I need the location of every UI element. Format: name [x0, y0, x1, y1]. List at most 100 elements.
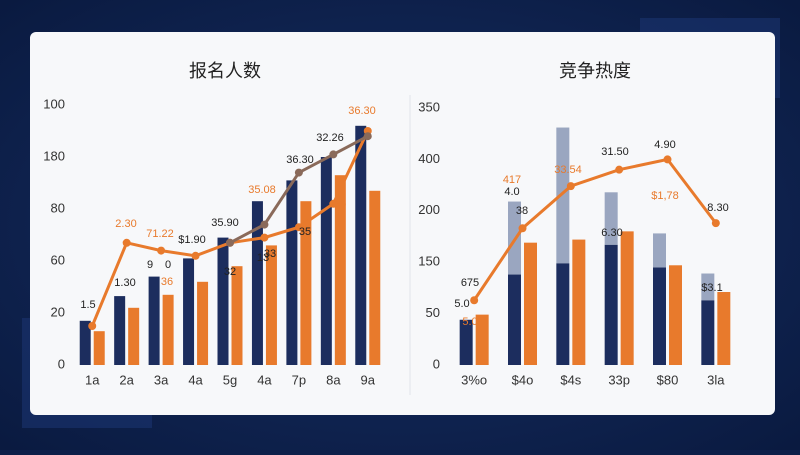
x-tick-label: $4o	[512, 372, 534, 387]
bar	[701, 300, 715, 365]
bar	[183, 258, 195, 365]
point	[566, 182, 575, 191]
annotation: $1,78	[651, 190, 679, 202]
annotation: 33.54	[554, 164, 582, 176]
y-tick-label: 0	[58, 356, 65, 371]
chart-title: 报名人数	[189, 61, 261, 81]
x-tick-label: 3la	[707, 372, 725, 387]
bar	[320, 157, 332, 365]
point	[615, 165, 624, 174]
annotation: 1.30	[114, 277, 135, 289]
point	[88, 322, 97, 330]
bar	[197, 281, 209, 365]
charts: 报名人数 0 20 60 80 180 100 1a 2a 3a 4a 5g 4a 7p 8a 9a 1.5 1.…	[43, 61, 731, 387]
annotation: 31.50	[601, 146, 629, 158]
point	[226, 238, 234, 247]
x-tick-label: 4a	[257, 372, 272, 387]
x-tick-label: 3%o	[461, 372, 487, 387]
point	[518, 224, 527, 233]
annotation: 35.08	[248, 184, 276, 196]
point	[260, 233, 269, 242]
bar	[717, 292, 731, 365]
y-tick-label: 60	[51, 252, 65, 267]
annotation: 32.26	[316, 132, 344, 144]
bar	[604, 244, 618, 365]
x-tick-label: 3a	[154, 372, 169, 387]
annotation: $3.1	[701, 282, 722, 294]
bar	[217, 237, 229, 365]
annotation: 35	[299, 226, 311, 238]
bar	[459, 319, 473, 365]
point	[663, 155, 672, 164]
annotation: 60	[334, 199, 346, 211]
point	[363, 132, 372, 141]
annotation: 36	[161, 276, 173, 288]
annotation: 8.30	[707, 202, 728, 214]
x-tick-label: 5g	[223, 372, 237, 387]
bar	[114, 296, 126, 365]
x-tick-label: 4a	[188, 372, 203, 387]
x-tick-label: $80	[657, 372, 679, 387]
bar	[556, 263, 570, 365]
bar	[128, 307, 140, 365]
point	[260, 220, 269, 229]
bar	[79, 320, 91, 365]
line	[472, 157, 718, 302]
bar	[653, 267, 666, 365]
annotation: 6.30	[601, 227, 622, 239]
point	[470, 296, 479, 305]
card	[30, 32, 775, 415]
bar	[604, 192, 618, 245]
annotation: 32	[224, 266, 236, 278]
annotation: 13	[257, 252, 269, 264]
bar	[508, 274, 521, 365]
y-tick-label: 350	[418, 99, 440, 114]
annotation: 5.0	[454, 298, 469, 310]
y-tick-label: 20	[51, 304, 65, 319]
bar	[556, 127, 570, 264]
annotation: 71.22	[146, 228, 174, 240]
bar	[524, 242, 537, 365]
bar	[300, 201, 312, 365]
annotation: 9	[147, 259, 153, 271]
bar	[653, 233, 666, 268]
point	[329, 199, 338, 208]
annotation: 0	[165, 259, 171, 271]
y-tick-label: 200	[418, 202, 440, 217]
point	[157, 246, 166, 255]
bar	[334, 175, 346, 365]
chart-title: 竞争热度	[559, 61, 631, 81]
annotation: 36.30	[286, 154, 314, 166]
bar	[251, 201, 263, 365]
bar	[162, 294, 174, 365]
annotation: 4.90	[654, 139, 675, 151]
x-tick-label: 8a	[326, 372, 341, 387]
y-tick-label: 0	[433, 356, 440, 371]
y-tick-label: 80	[51, 200, 65, 215]
bar	[475, 314, 489, 365]
x-tick-label: $4s	[560, 372, 581, 387]
y-tick-label: 400	[418, 151, 440, 166]
annotation: 675	[461, 277, 479, 289]
annotation: 35.90	[211, 217, 239, 229]
bar	[369, 190, 381, 365]
point	[329, 150, 338, 159]
bar	[355, 125, 367, 365]
annotation: 38	[516, 205, 528, 217]
y-tick-label: 100	[43, 96, 65, 111]
annotation: 36.30	[348, 105, 376, 117]
x-tick-label: 33p	[608, 372, 630, 387]
point	[191, 251, 200, 260]
bar	[572, 239, 586, 365]
annotation: 2.30	[115, 218, 136, 230]
point	[122, 238, 131, 247]
bar	[231, 266, 243, 365]
x-tick-label: 7p	[292, 372, 306, 387]
y-tick-label: 150	[418, 254, 440, 269]
bar	[620, 231, 634, 365]
x-tick-label: 9a	[361, 372, 376, 387]
annotation: $1.90	[178, 234, 206, 246]
annotation: 4.0	[504, 186, 519, 198]
